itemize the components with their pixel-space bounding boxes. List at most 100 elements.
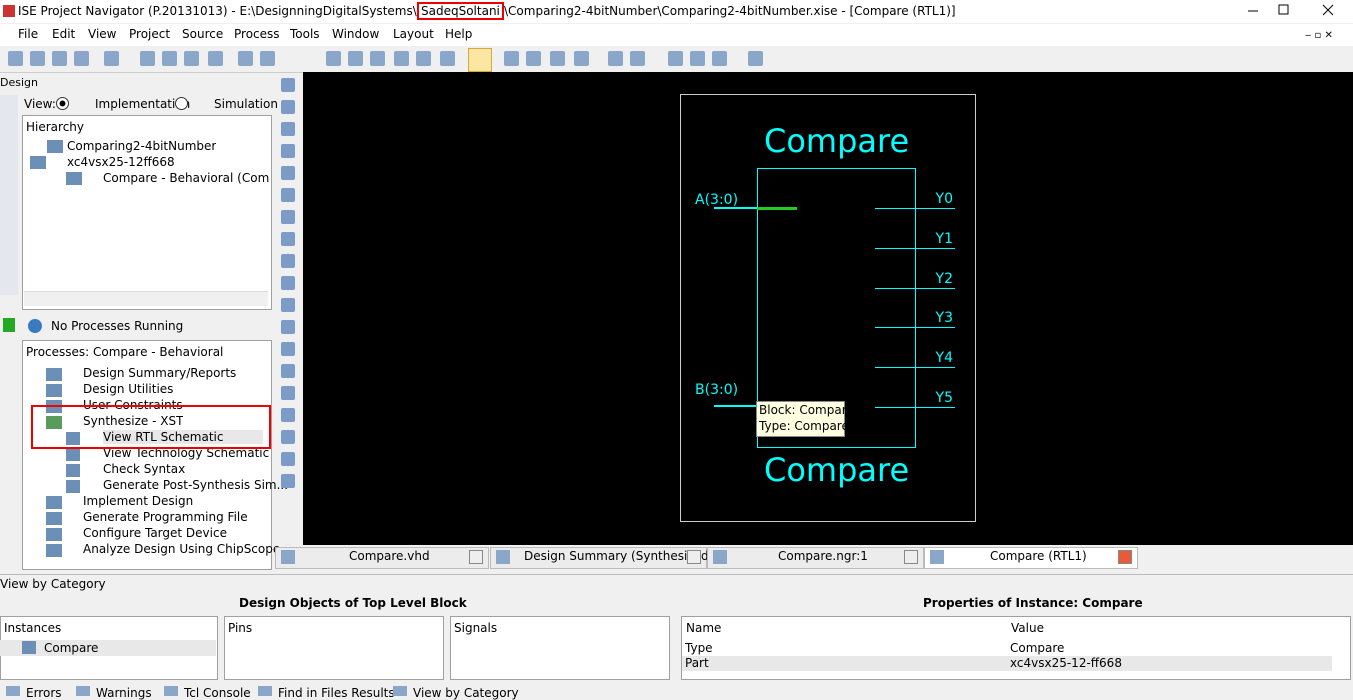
tool-icon[interactable] bbox=[281, 320, 295, 334]
toolbar-icon[interactable] bbox=[712, 51, 727, 66]
menu-item[interactable]: Window bbox=[332, 27, 380, 41]
tool-icon[interactable] bbox=[281, 210, 295, 224]
tab-label: Compare.ngr:1 bbox=[778, 549, 868, 563]
tool-icon[interactable] bbox=[281, 78, 295, 92]
process-item[interactable]: Design Summary/Reports bbox=[83, 366, 237, 380]
hierarchy-box bbox=[22, 115, 272, 310]
window-controls[interactable]: ‒ ▫ ✕ bbox=[1230, 0, 1353, 46]
instance-item[interactable]: Compare bbox=[44, 641, 99, 655]
process-item[interactable]: View RTL Schematic bbox=[103, 430, 263, 444]
toolbar-icon[interactable] bbox=[140, 51, 155, 66]
process-item[interactable]: Generate Programming File bbox=[83, 510, 248, 524]
bottom-tab[interactable]: View by Category bbox=[413, 686, 519, 700]
block bbox=[757, 168, 916, 448]
left-vtoolbar bbox=[0, 95, 18, 295]
scrollbar bbox=[24, 291, 268, 306]
tab-icon bbox=[164, 686, 178, 696]
toolbar-icon[interactable] bbox=[504, 51, 519, 66]
tool-icon[interactable] bbox=[281, 166, 295, 180]
editor-tab[interactable] bbox=[924, 547, 1138, 569]
menu-item[interactable]: Project bbox=[129, 27, 171, 41]
process-item[interactable]: Synthesize - XST bbox=[83, 414, 184, 428]
tool-icon[interactable] bbox=[281, 254, 295, 268]
tool-icon[interactable] bbox=[281, 430, 295, 444]
tool-icon[interactable] bbox=[281, 144, 295, 158]
toolbar-icon[interactable] bbox=[348, 51, 363, 66]
process-item[interactable]: Configure Target Device bbox=[83, 526, 227, 540]
toolbar-icon[interactable] bbox=[668, 51, 683, 66]
toolbar-icon[interactable] bbox=[8, 51, 23, 66]
toolbar-icon[interactable] bbox=[416, 51, 431, 66]
process-item[interactable]: Analyze Design Using ChipScope bbox=[83, 542, 281, 556]
toolbar-icon[interactable] bbox=[74, 51, 89, 66]
tool-icon[interactable] bbox=[281, 100, 295, 114]
toolbar-icon[interactable] bbox=[52, 51, 67, 66]
toolbar-icon[interactable] bbox=[574, 51, 589, 66]
bottom-tab[interactable]: Find in Files Results bbox=[278, 686, 395, 700]
toolbar-icon[interactable] bbox=[370, 51, 385, 66]
toolbar-icon[interactable] bbox=[526, 51, 541, 66]
tool-icon[interactable] bbox=[281, 188, 295, 202]
process-item[interactable]: Check Syntax bbox=[103, 462, 186, 476]
list-box bbox=[450, 616, 670, 680]
toolbar-icon[interactable] bbox=[30, 51, 45, 66]
output-pin-label: Y1 bbox=[935, 230, 953, 247]
input-wire bbox=[714, 207, 757, 209]
tool-icon[interactable] bbox=[281, 452, 295, 466]
bottom-tab[interactable]: Errors bbox=[26, 686, 62, 700]
tool-icon[interactable] bbox=[281, 408, 295, 422]
toolbar-icon[interactable] bbox=[440, 51, 455, 66]
process-icon bbox=[46, 544, 62, 557]
tab-label: Compare (RTL1) bbox=[990, 549, 1087, 563]
toolbar-icon[interactable] bbox=[630, 51, 645, 66]
toolbar-icon[interactable] bbox=[550, 51, 565, 66]
menu-item[interactable]: Source bbox=[182, 27, 224, 41]
tree-item[interactable]: Compare - Behavioral (Compare bbox=[103, 171, 270, 185]
tool-icon[interactable] bbox=[281, 342, 295, 356]
tool-icon[interactable] bbox=[281, 298, 295, 312]
editor-tab[interactable] bbox=[490, 547, 707, 569]
menu-item[interactable]: Process bbox=[234, 27, 280, 41]
menu-item[interactable]: File bbox=[18, 27, 39, 41]
editor-tab[interactable] bbox=[707, 547, 924, 569]
tooltip bbox=[756, 401, 845, 437]
menu-item[interactable]: View bbox=[88, 27, 117, 41]
tool-icon[interactable] bbox=[281, 276, 295, 290]
menu-item[interactable]: Edit bbox=[52, 27, 76, 41]
tree-item[interactable]: Comparing2-4bitNumber bbox=[67, 139, 217, 153]
editor-tab[interactable] bbox=[275, 547, 489, 569]
toolbar-icon[interactable] bbox=[748, 51, 763, 66]
tool-icon[interactable] bbox=[281, 232, 295, 246]
toolbar-icon[interactable] bbox=[608, 51, 623, 66]
schematic-canvas[interactable] bbox=[303, 72, 1353, 545]
toolbar-icon[interactable] bbox=[260, 51, 275, 66]
process-item[interactable]: View Technology Schematic bbox=[103, 446, 270, 460]
run-icon bbox=[3, 318, 15, 332]
process-item[interactable]: Generate Post-Synthesis Sim... bbox=[103, 478, 289, 492]
menu-item[interactable]: Help bbox=[445, 27, 473, 41]
bottom-tab[interactable]: Warnings bbox=[96, 686, 152, 700]
instance-icon bbox=[22, 641, 36, 654]
toolbar-icon[interactable] bbox=[238, 51, 253, 66]
toolbar-icon[interactable] bbox=[184, 51, 199, 66]
title-highlight: SadeqSoltani bbox=[417, 2, 504, 20]
toolbar-icon[interactable] bbox=[104, 51, 119, 66]
tree-item[interactable]: xc4vsx25-12ff668 bbox=[67, 155, 175, 169]
tab-icon bbox=[258, 686, 272, 696]
process-item[interactable]: Implement Design bbox=[83, 494, 194, 508]
toolbar-icon[interactable] bbox=[162, 51, 177, 66]
tool-icon[interactable] bbox=[281, 364, 295, 378]
tool-icon[interactable] bbox=[281, 386, 295, 400]
menu-item[interactable]: Layout bbox=[393, 27, 434, 41]
bottom-tab[interactable]: Tcl Console bbox=[184, 686, 251, 700]
process-item[interactable]: Design Utilities bbox=[83, 382, 174, 396]
property-name: Type bbox=[685, 641, 713, 655]
toolbar-icon[interactable] bbox=[326, 51, 341, 66]
toolbar-icon[interactable] bbox=[394, 51, 409, 66]
tab-icon bbox=[281, 550, 295, 564]
tool-icon[interactable] bbox=[281, 474, 295, 488]
toolbar-icon[interactable] bbox=[690, 51, 705, 66]
tool-icon[interactable] bbox=[281, 122, 295, 136]
toolbar-icon[interactable] bbox=[208, 51, 223, 66]
menu-item[interactable]: Tools bbox=[290, 27, 320, 41]
